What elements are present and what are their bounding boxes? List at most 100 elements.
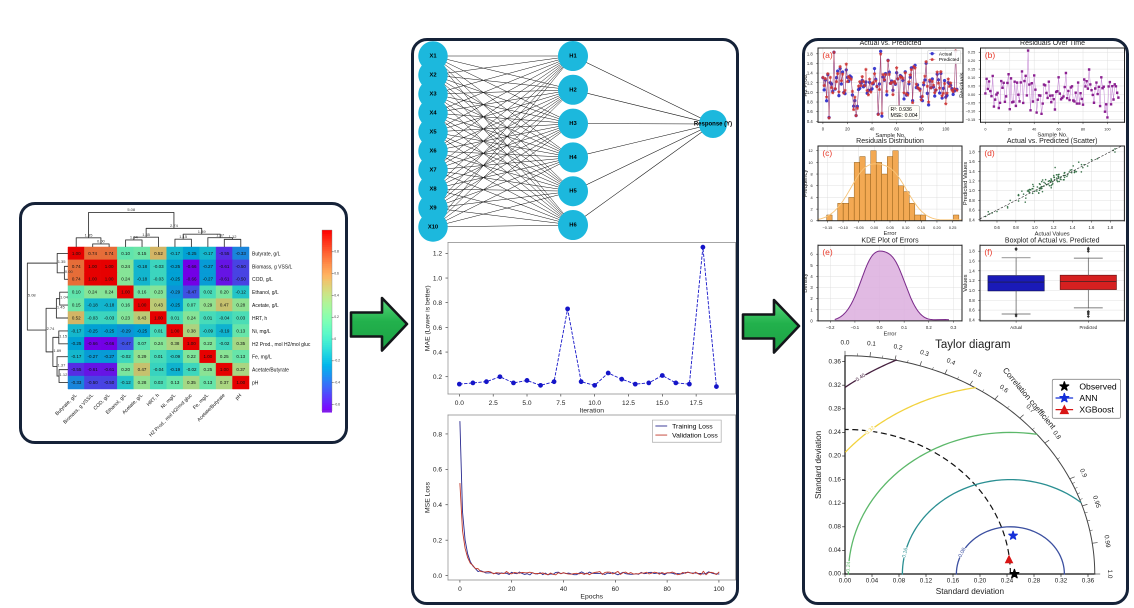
svg-text:0.2: 0.2: [433, 374, 442, 381]
svg-text:0.28: 0.28: [138, 380, 147, 385]
svg-text:1.4: 1.4: [807, 71, 813, 76]
svg-text:0.74: 0.74: [88, 251, 97, 256]
svg-text:-0.25: -0.25: [170, 277, 181, 282]
svg-text:0.8: 0.8: [334, 250, 339, 254]
svg-text:-0.19: -0.19: [219, 328, 230, 333]
svg-text:1.15: 1.15: [59, 333, 68, 338]
svg-text:1.00: 1.00: [171, 328, 180, 333]
svg-text:1.4: 1.4: [969, 268, 975, 273]
svg-text:0.0: 0.0: [455, 400, 464, 407]
svg-text:0.6: 0.6: [807, 109, 813, 114]
svg-text:0.00: 0.00: [829, 571, 842, 578]
svg-text:Epochs: Epochs: [580, 594, 603, 601]
svg-text:0.24: 0.24: [154, 341, 163, 346]
svg-text:1.6: 1.6: [1088, 225, 1094, 230]
svg-text:0.00: 0.00: [871, 225, 879, 230]
svg-text:−0.05: −0.05: [854, 225, 864, 230]
svg-text:Values: Values: [963, 274, 969, 291]
svg-text:0.25: 0.25: [968, 51, 975, 55]
svg-text:80: 80: [1081, 127, 1085, 131]
svg-text:0.43: 0.43: [138, 315, 147, 320]
svg-text:0.22: 0.22: [187, 354, 196, 359]
svg-text:-0.17: -0.17: [203, 251, 214, 256]
svg-text:H1: H1: [569, 53, 577, 59]
svg-text:0.08: 0.08: [958, 547, 968, 559]
svg-text:1.0: 1.0: [1106, 570, 1113, 579]
svg-text:0: 0: [334, 337, 336, 341]
svg-text:0.28: 0.28: [829, 405, 842, 412]
svg-text:0.20: 0.20: [121, 367, 130, 372]
svg-text:-0.27: -0.27: [88, 354, 99, 359]
svg-text:5.08: 5.08: [28, 293, 37, 298]
svg-text:-0.18: -0.18: [104, 303, 115, 308]
svg-text:COD, g/L: COD, g/L: [252, 277, 273, 283]
svg-text:1.4: 1.4: [969, 169, 975, 174]
svg-text:1.00: 1.00: [88, 277, 97, 282]
svg-text:Fe, mg/L: Fe, mg/L: [252, 355, 272, 361]
svg-text:0.08: 0.08: [893, 578, 906, 585]
svg-text:-0.50: -0.50: [88, 380, 99, 385]
svg-text:0.16: 0.16: [829, 476, 842, 483]
svg-text:-0.02: -0.02: [120, 354, 131, 359]
svg-text:-0.55: -0.55: [219, 251, 230, 256]
svg-text:H3: H3: [569, 121, 577, 127]
svg-text:-0.09: -0.09: [170, 354, 181, 359]
svg-text:-0.25: -0.25: [88, 328, 99, 333]
svg-text:Predicted: Predicted: [939, 57, 960, 63]
svg-text:1.89: 1.89: [198, 229, 207, 234]
svg-text:Residuals Over Time: Residuals Over Time: [1020, 40, 1085, 47]
svg-text:0.25: 0.25: [220, 354, 229, 359]
svg-text:Ni, mg/L: Ni, mg/L: [252, 329, 271, 335]
svg-text:0.04: 0.04: [866, 578, 879, 585]
svg-text:17.5: 17.5: [690, 400, 703, 407]
svg-text:-0.66: -0.66: [186, 264, 197, 269]
svg-text:1.4: 1.4: [1070, 225, 1076, 230]
svg-text:-0.4: -0.4: [334, 381, 340, 385]
svg-text:4: 4: [811, 195, 814, 200]
svg-text:pH: pH: [234, 392, 243, 401]
svg-text:0.24: 0.24: [1001, 578, 1014, 585]
svg-text:0.13: 0.13: [203, 380, 212, 385]
svg-text:0.10: 0.10: [72, 290, 81, 295]
svg-text:0.07: 0.07: [138, 341, 147, 346]
svg-text:X5: X5: [429, 129, 437, 135]
svg-text:80: 80: [663, 586, 671, 593]
svg-text:X6: X6: [429, 148, 437, 154]
svg-text:1.00: 1.00: [236, 380, 245, 385]
svg-text:X10: X10: [428, 224, 438, 230]
svg-text:Acetate, g/L: Acetate, g/L: [252, 303, 279, 309]
svg-text:0.6: 0.6: [334, 271, 339, 275]
svg-text:0.99: 0.99: [1102, 535, 1111, 549]
svg-text:0.15: 0.15: [968, 67, 975, 71]
svg-text:Predicted: Predicted: [1079, 325, 1097, 330]
svg-text:-0.47: -0.47: [120, 341, 131, 346]
svg-text:0.12: 0.12: [920, 578, 933, 585]
svg-text:0: 0: [810, 318, 813, 323]
svg-text:Butyrate, g/L: Butyrate, g/L: [252, 251, 281, 257]
svg-text:0.8: 0.8: [433, 300, 442, 307]
svg-text:0.24: 0.24: [105, 290, 114, 295]
svg-text:0.4: 0.4: [334, 293, 339, 297]
svg-text:0.22: 0.22: [203, 341, 212, 346]
svg-text:Standard deviation: Standard deviation: [936, 587, 1005, 596]
svg-text:1.89: 1.89: [53, 348, 62, 353]
svg-text:0.00: 0.00: [65, 269, 74, 274]
svg-text:5: 5: [810, 263, 813, 268]
svg-text:0.10: 0.10: [902, 225, 910, 230]
svg-text:5.08: 5.08: [127, 207, 136, 212]
svg-text:3: 3: [810, 285, 813, 290]
svg-text:-0.50: -0.50: [236, 277, 247, 282]
svg-text:-0.50: -0.50: [104, 380, 115, 385]
svg-text:-0.25: -0.25: [186, 251, 197, 256]
svg-text:1.6: 1.6: [807, 61, 813, 66]
svg-text:0.6: 0.6: [433, 467, 442, 474]
svg-text:0.5: 0.5: [972, 369, 984, 380]
svg-text:0.6: 0.6: [433, 325, 442, 332]
svg-text:X2: X2: [429, 72, 436, 78]
svg-text:0.00: 0.00: [968, 93, 975, 97]
svg-text:-0.33: -0.33: [236, 251, 247, 256]
svg-text:1.0: 1.0: [807, 90, 813, 95]
svg-text:0.47: 0.47: [220, 303, 229, 308]
svg-text:0.28: 0.28: [236, 303, 245, 308]
svg-text:−0.10: −0.10: [966, 110, 976, 114]
